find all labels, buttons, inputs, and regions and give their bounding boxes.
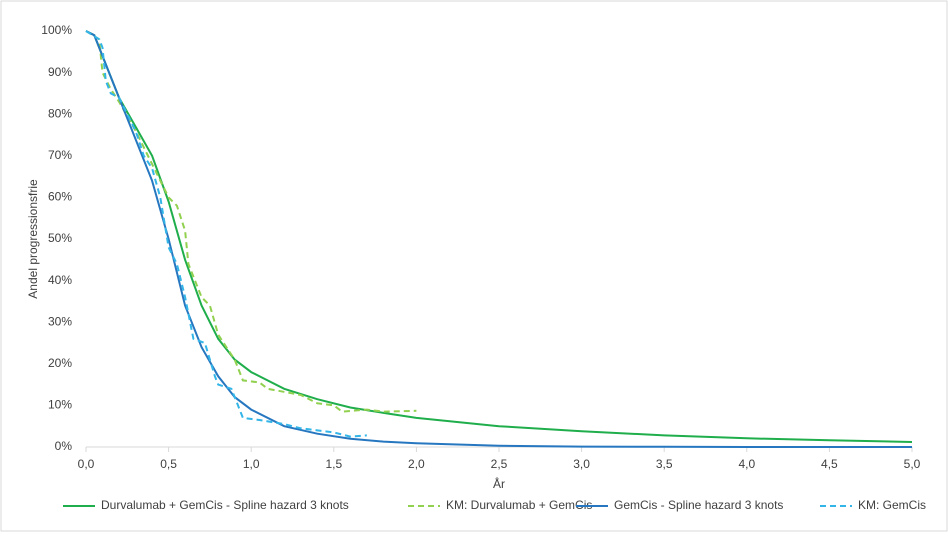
x-tick-label: 3,0 — [573, 457, 590, 471]
x-tick-label: 0,0 — [78, 457, 95, 471]
series-line — [85, 30, 913, 443]
y-tick-label: 50% — [48, 231, 72, 245]
legend-label: GemCis - Spline hazard 3 knots — [614, 498, 783, 512]
x-tick-label: 0,5 — [160, 457, 177, 471]
y-tick-label: 20% — [48, 356, 72, 370]
y-tick-label: 90% — [48, 65, 72, 79]
y-tick-label: 0% — [55, 439, 73, 453]
x-tick-label: 1,5 — [325, 457, 342, 471]
y-axis-label: Andel progressionsfrie — [26, 179, 40, 299]
x-tick-label: 2,5 — [491, 457, 508, 471]
y-tick-label: 100% — [41, 23, 72, 37]
x-tick-label: 5,0 — [904, 457, 921, 471]
series-line — [85, 30, 912, 448]
y-tick-label: 30% — [48, 314, 72, 328]
y-tick-label: 10% — [48, 398, 72, 412]
legend-label: Durvalumab + GemCis - Spline hazard 3 kn… — [101, 498, 349, 512]
x-tick-label: 4,0 — [738, 457, 755, 471]
y-tick-label: 40% — [48, 273, 72, 287]
x-tick-label: 4,5 — [821, 457, 838, 471]
x-tick-label: 1,0 — [243, 457, 260, 471]
legend-label: KM: GemCis — [858, 498, 926, 512]
y-tick-label: 70% — [48, 148, 72, 162]
y-tick-label: 60% — [48, 190, 72, 204]
series-line — [85, 30, 367, 438]
x-tick-label: 3,5 — [656, 457, 673, 471]
y-tick-label: 80% — [48, 106, 72, 120]
series-line — [85, 30, 417, 413]
x-axis-label: År — [493, 476, 505, 491]
legend-label: KM: Durvalumab + GemCis — [446, 498, 592, 512]
x-tick-label: 2,0 — [408, 457, 425, 471]
